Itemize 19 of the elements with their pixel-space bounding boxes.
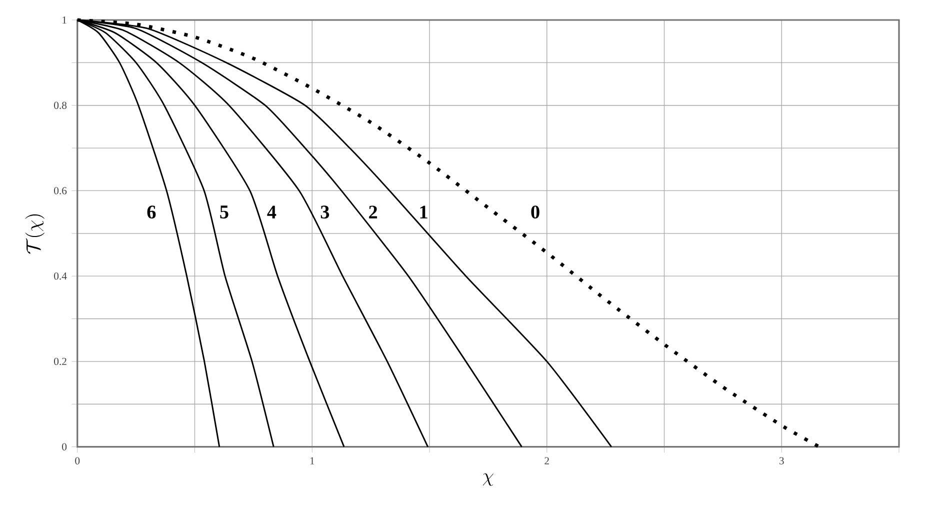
x-tick-label: 3 <box>779 457 784 464</box>
series-label: 6 <box>147 206 156 219</box>
y-tick-label: 1 <box>62 16 66 24</box>
x-tick-label: 0 <box>75 457 80 464</box>
y-axis-title: $\mathcal{T}(\chi)$ <box>25 214 44 254</box>
series-label: 0 <box>531 206 540 219</box>
x-tick-label: 1 <box>310 457 314 464</box>
series-label: 5 <box>220 206 228 219</box>
y-tick-label: 0.2 <box>54 358 66 366</box>
y-tick-label: 0.8 <box>54 102 67 110</box>
y-tick-label: 0.4 <box>54 272 67 280</box>
y-tick-label: 0 <box>62 443 67 450</box>
x-tick-label: 2 <box>544 457 549 464</box>
series-label: 1 <box>420 206 428 218</box>
series-label: 3 <box>320 206 330 219</box>
series-label: 2 <box>369 206 378 218</box>
y-tick-label: 0.6 <box>54 187 67 194</box>
x-axis-title: $\chi$ <box>482 473 494 486</box>
series-label: 4 <box>267 206 276 218</box>
